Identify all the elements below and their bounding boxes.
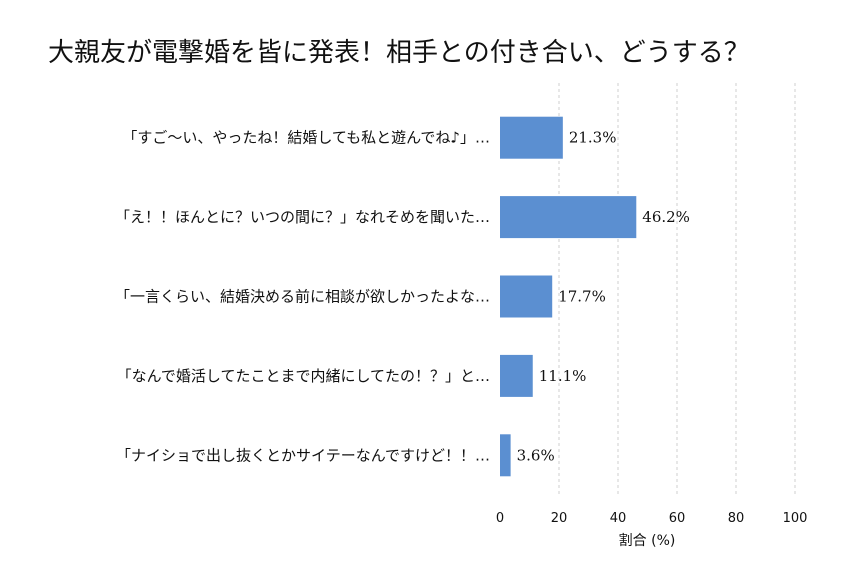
chart-title: 大親友が電撃婚を皆に発表！相手との付き合い、どうする？ — [48, 38, 750, 68]
bar — [500, 434, 511, 477]
data-label: 46.2% — [642, 208, 690, 226]
x-tick-label: 20 — [551, 511, 568, 526]
bar — [500, 116, 563, 159]
x-tick-label: 0 — [496, 511, 504, 526]
x-axis-label: 割合 (%) — [619, 532, 676, 549]
bars — [500, 116, 637, 477]
data-label: 3.6% — [517, 446, 555, 464]
bar — [500, 354, 533, 397]
x-axis-ticks: 0 20 40 60 80 100 — [496, 511, 808, 526]
category-label: 「ナイショで出し抜くとかサイテーなんですけど！！… — [116, 446, 490, 464]
x-tick-label: 100 — [783, 511, 808, 526]
category-label: 「え！！ほんとに？いつの間に？」なれそめを聞いた… — [115, 208, 490, 226]
x-tick-label: 60 — [669, 511, 686, 526]
bar — [500, 196, 637, 239]
category-labels: 「すご～い、やったね！結婚しても私と遊んでね♪」… 「え！！ほんとに？いつの間に？… — [115, 129, 490, 465]
category-label: 「なんで婚活してたことまで内緒にしてたの！？」と… — [117, 367, 490, 385]
bar — [500, 275, 553, 318]
category-label: 「一言くらい、結婚決める前に相談が欲しかったよな… — [115, 288, 490, 306]
data-label: 11.1% — [539, 367, 587, 385]
data-labels: 21.3% 46.2% 17.7% 11.1% 3.6% — [517, 129, 690, 465]
category-label: 「すご～い、やったね！結婚しても私と遊んでね♪」… — [122, 129, 490, 147]
data-label: 21.3% — [569, 129, 617, 147]
x-tick-label: 40 — [610, 511, 627, 526]
data-label: 17.7% — [558, 288, 606, 306]
grid-lines — [558, 83, 796, 495]
x-tick-label: 80 — [728, 511, 745, 526]
